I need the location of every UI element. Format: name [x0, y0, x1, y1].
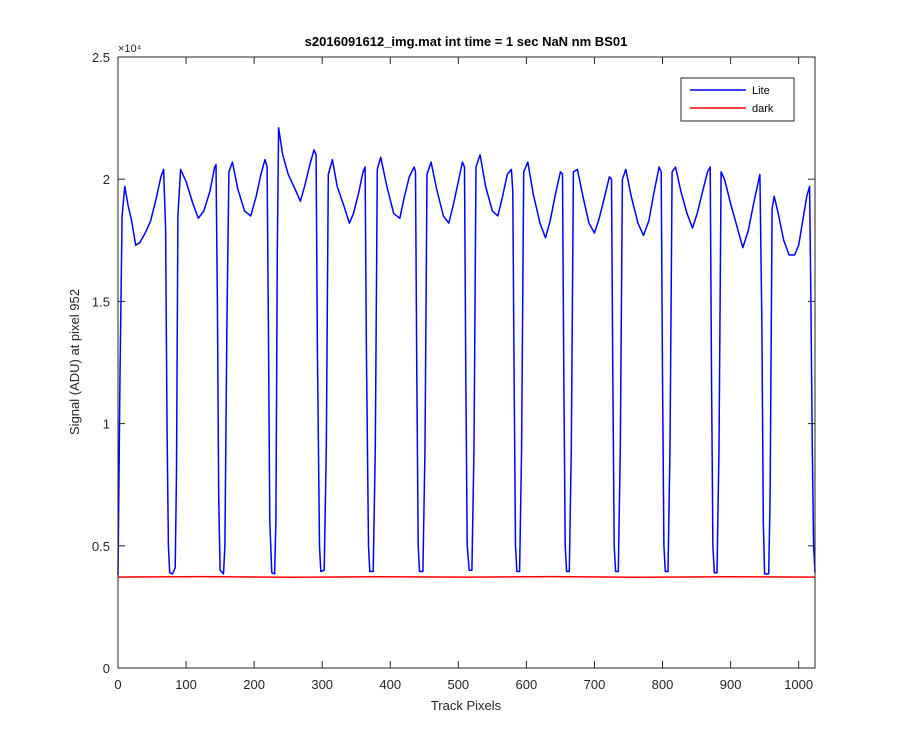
y-tick-label: 2.5 [92, 50, 110, 65]
y-axis-label: Signal (ADU) at pixel 952 [67, 289, 82, 435]
x-tick-label: 800 [652, 677, 674, 692]
x-tick-label: 900 [720, 677, 742, 692]
axes-box [117, 56, 816, 669]
y-tick-label: 0 [103, 661, 110, 676]
legend-entry-lite: Lite [752, 85, 770, 97]
y-tick-label: 2 [103, 172, 110, 187]
chart-title: s2016091612_img.mat int time = 1 sec NaN… [305, 34, 628, 49]
y-ticks: 0 0.5 1 1.5 2 2.5 [92, 50, 815, 676]
x-tick-label: 700 [584, 677, 606, 692]
x-ticks: 0 100 200 300 400 500 600 700 800 900 1000 [114, 57, 813, 692]
y-exponent-label: ×10⁴ [118, 43, 142, 55]
legend: Lite dark [680, 77, 795, 122]
y-tick-label: 1.5 [92, 294, 110, 309]
legend-entry-dark: dark [752, 103, 774, 115]
series-line-dark [117, 575, 816, 579]
plot-area [118, 57, 815, 668]
y-tick-label: 0.5 [92, 539, 110, 554]
x-tick-label: 400 [379, 677, 401, 692]
y-tick-label: 1 [103, 417, 110, 432]
x-tick-label: 600 [516, 677, 538, 692]
legend-box [680, 77, 795, 122]
x-tick-label: 100 [175, 677, 197, 692]
x-tick-label: 500 [447, 677, 469, 692]
x-tick-label: 300 [311, 677, 333, 692]
series-layer [117, 127, 816, 579]
x-tick-label: 0 [114, 677, 121, 692]
x-tick-label: 200 [243, 677, 265, 692]
series-line-lite [117, 127, 816, 576]
x-tick-label: 1000 [784, 677, 813, 692]
x-axis-label: Track Pixels [431, 698, 502, 713]
